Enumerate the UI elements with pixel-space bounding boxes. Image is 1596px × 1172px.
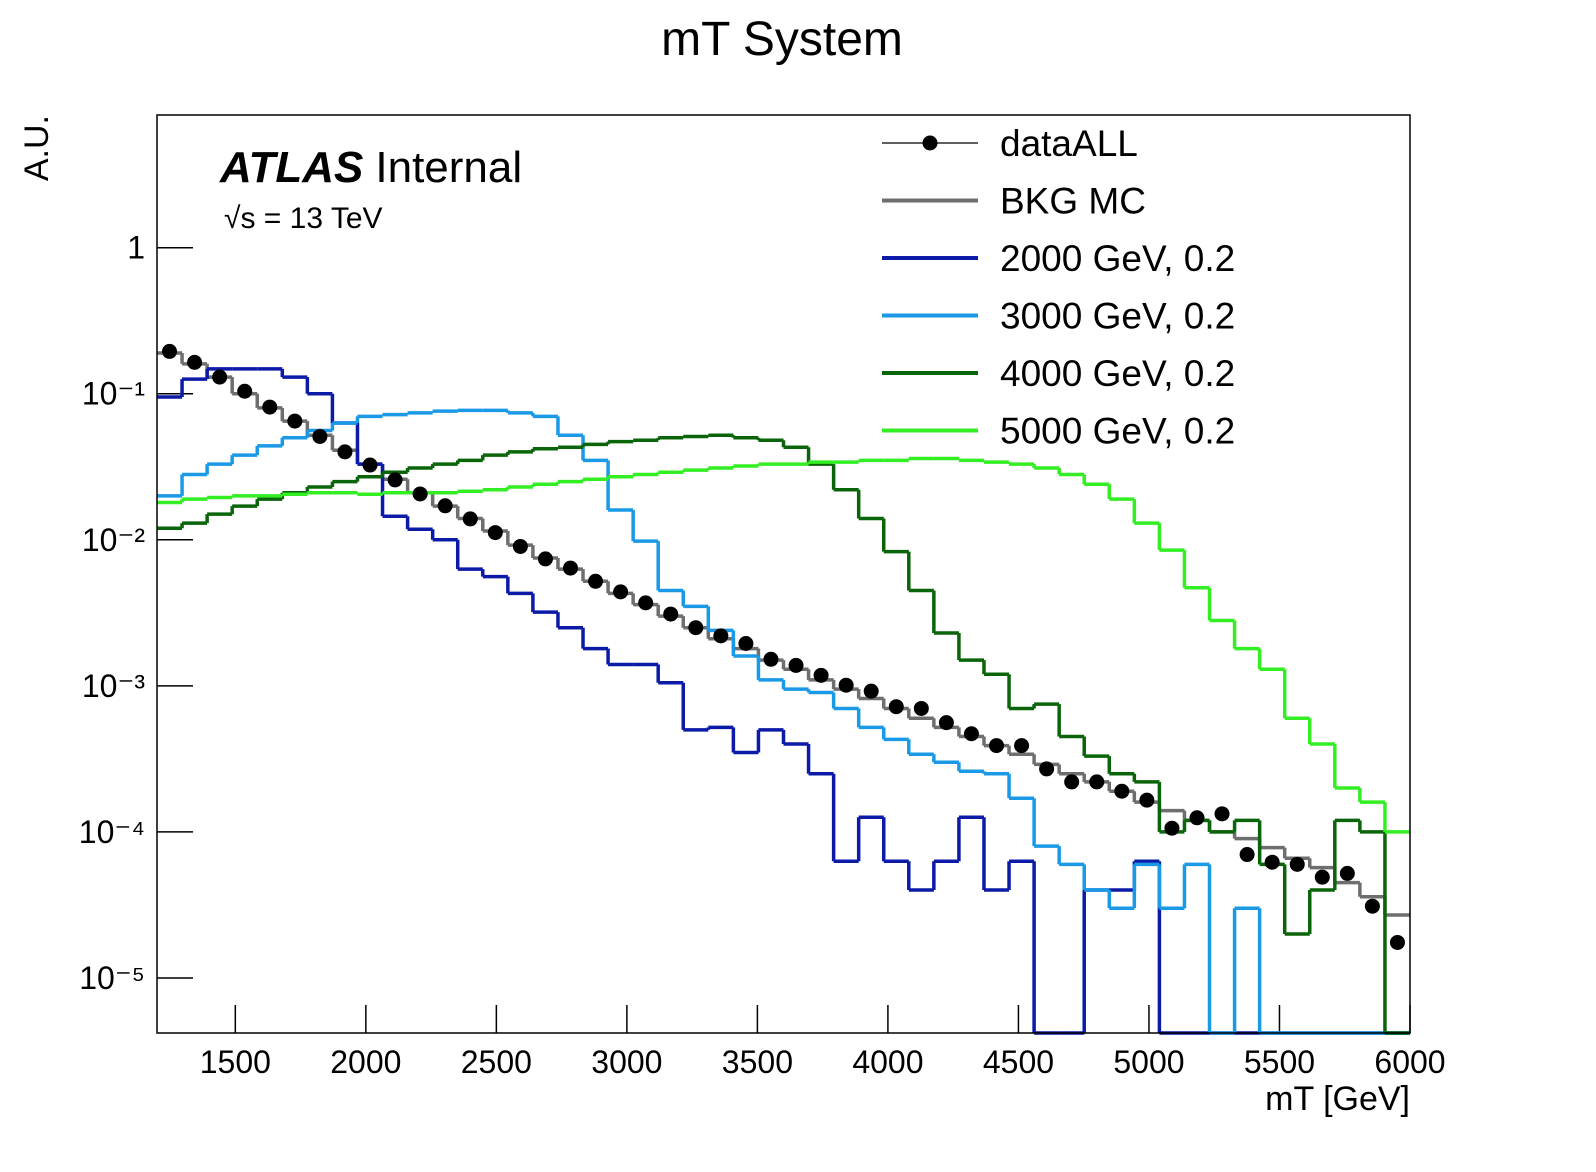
data-point [1214, 806, 1230, 822]
data-point [1314, 869, 1330, 885]
data-point [312, 428, 328, 444]
data-point [713, 628, 729, 644]
data-point [562, 560, 578, 576]
energy-label: √s = 13 TeV [224, 202, 383, 235]
data-point [1364, 898, 1380, 914]
y-tick-label: 10⁻¹ [82, 376, 145, 412]
legend-label: 5000 GeV, 0.2 [1000, 411, 1235, 452]
atlas-text: ATLAS [219, 143, 363, 192]
data-point [913, 700, 929, 716]
atlas-label: ATLAS Internal [219, 143, 522, 192]
data-point [212, 369, 228, 385]
legend-label: 3000 GeV, 0.2 [1000, 296, 1235, 337]
data-point [613, 584, 629, 600]
data-point [537, 551, 553, 567]
data-point [1339, 865, 1355, 881]
data-point [888, 699, 904, 715]
data-point [1014, 738, 1030, 754]
x-tick-label: 3500 [722, 1044, 793, 1080]
x-tick-label: 6000 [1374, 1044, 1445, 1080]
data-point [1289, 856, 1305, 872]
data-point [788, 657, 804, 673]
y-tick-label: 10⁻³ [82, 668, 145, 704]
data-point [1039, 761, 1055, 777]
data-point [487, 525, 503, 541]
x-tick-label: 2500 [461, 1044, 532, 1080]
data-point [1389, 934, 1405, 950]
y-axis-label: A.U. [18, 115, 56, 181]
atlas-status: Internal [375, 143, 522, 192]
data-point [437, 498, 453, 514]
y-tick-label: 1 [127, 230, 145, 266]
data-point [1089, 774, 1105, 790]
data-point [763, 651, 779, 667]
legend-label: BKG MC [1000, 181, 1146, 222]
data-point [237, 383, 253, 399]
x-tick-label: 3000 [591, 1044, 662, 1080]
data-point [863, 683, 879, 699]
data-point [1264, 854, 1280, 870]
data-point [738, 635, 754, 651]
data-point [688, 620, 704, 636]
data-point [663, 606, 679, 622]
data-point [1139, 792, 1155, 808]
data-point [262, 399, 278, 415]
y-tick-label: 10⁻² [82, 522, 145, 558]
legend-label: 4000 GeV, 0.2 [1000, 353, 1235, 394]
chart-title: mT System [661, 13, 903, 66]
data-point [588, 573, 604, 589]
legend-label: 2000 GeV, 0.2 [1000, 238, 1235, 279]
data-point [287, 413, 303, 429]
data-point [187, 354, 203, 370]
plot-frame [156, 114, 1411, 1034]
data-point [1114, 783, 1130, 799]
histogram-riser [180, 435, 1387, 1033]
data-point [462, 511, 478, 527]
data-point [638, 595, 654, 611]
data-point [162, 343, 178, 359]
data-point [989, 738, 1005, 754]
legend-marker [922, 135, 938, 151]
data-point [362, 457, 378, 473]
data-point [1189, 810, 1205, 826]
data-point [512, 538, 528, 554]
data-point [337, 444, 353, 460]
data-point [412, 486, 428, 502]
y-tick-label: 10⁻⁵ [79, 960, 145, 996]
data-point [1239, 847, 1255, 863]
data-point [387, 472, 403, 488]
x-tick-label: 4000 [852, 1044, 923, 1080]
x-tick-label: 5000 [1113, 1044, 1184, 1080]
x-tick-label: 1500 [200, 1044, 271, 1080]
x-axis-label: mT [GeV] [1265, 1080, 1410, 1118]
x-tick-label: 2000 [330, 1044, 401, 1080]
x-tick-label: 4500 [983, 1044, 1054, 1080]
legend-label: dataALL [1000, 123, 1138, 164]
data-point [838, 677, 854, 693]
y-tick-label: 10⁻⁴ [79, 814, 145, 850]
data-point [1064, 774, 1080, 790]
x-tick-label: 5500 [1244, 1044, 1315, 1080]
data-point [813, 667, 829, 683]
data-point [938, 715, 954, 731]
data-point [1164, 820, 1180, 836]
data-point [963, 726, 979, 742]
